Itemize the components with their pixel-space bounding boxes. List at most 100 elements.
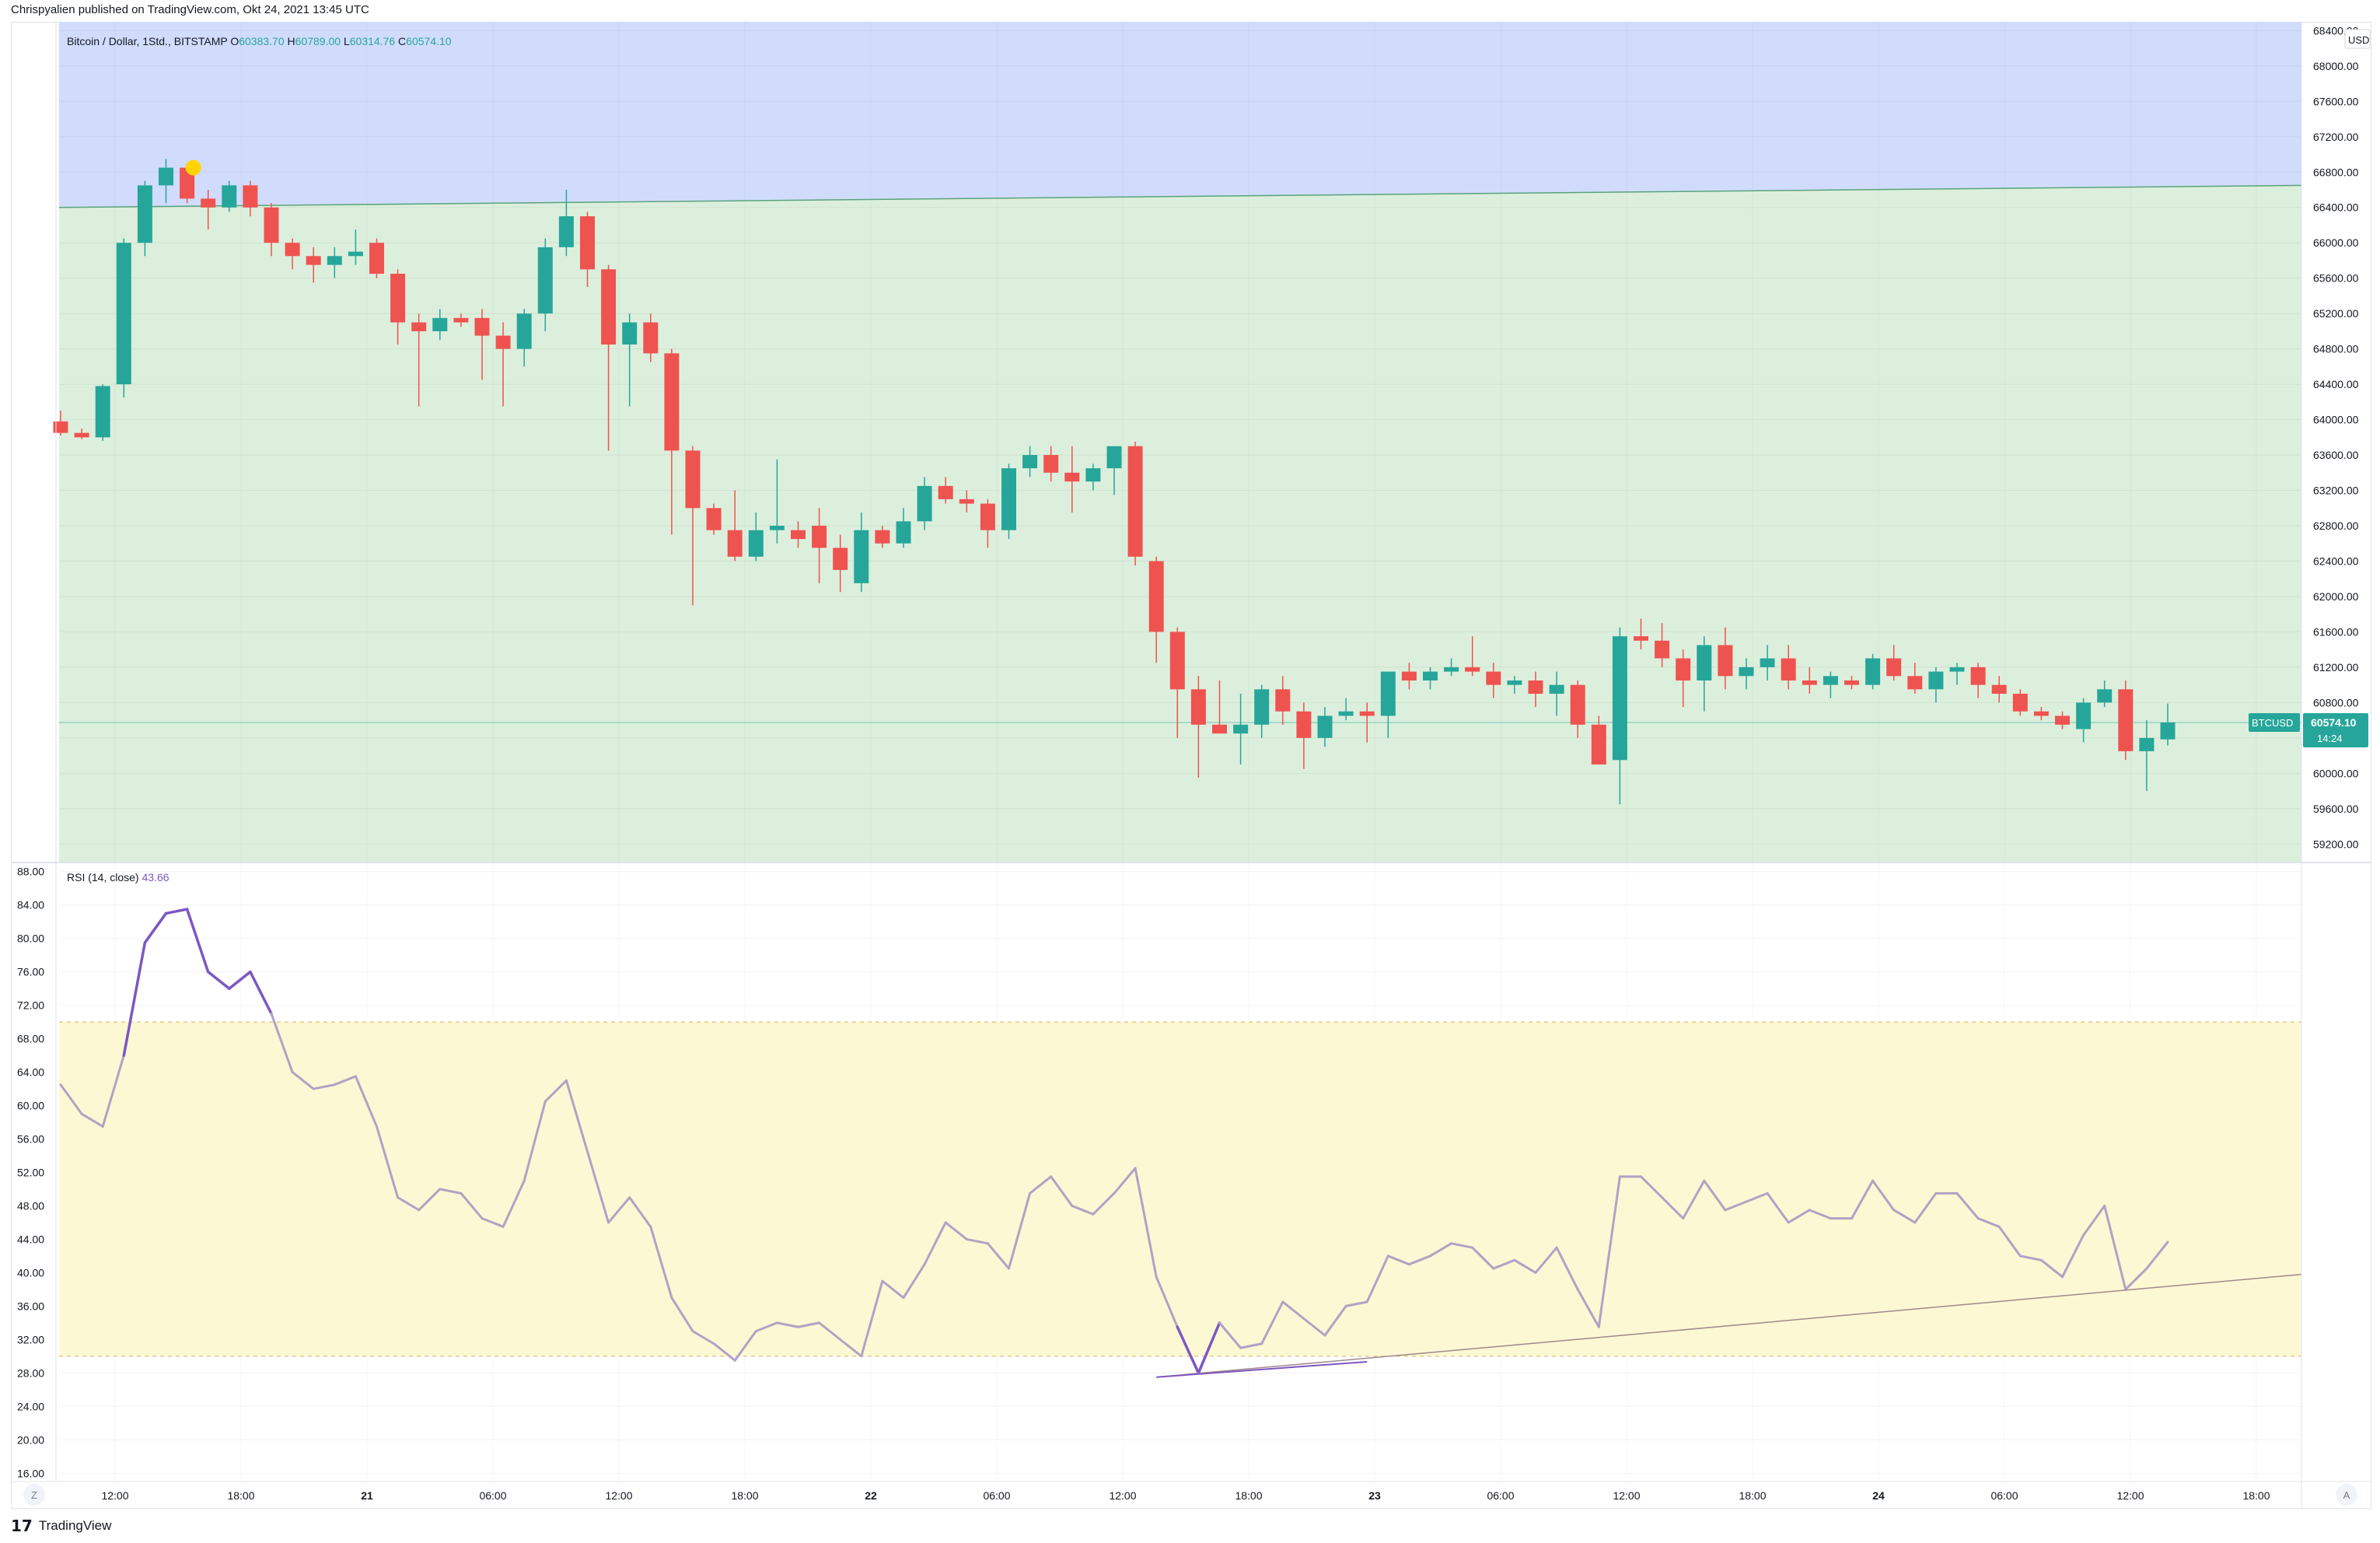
rsi-line-segment <box>1218 1321 1242 1349</box>
candle-down <box>1970 667 1986 685</box>
price-tick-label: 67200.00 <box>2313 131 2359 143</box>
rsi-line-segment <box>1323 1304 1347 1337</box>
rsi-line-segment <box>249 970 273 1016</box>
rsi-line-segment <box>164 908 189 915</box>
rsi-line-segment <box>586 1150 610 1224</box>
candle-up <box>1928 671 1944 690</box>
rsi-line-segment <box>986 1242 1010 1270</box>
time-tick-label: 18:00 <box>1235 1489 1262 1502</box>
candle-down <box>1655 640 1670 659</box>
last-price-label: 60574.10 <box>2311 716 2357 729</box>
candle-down <box>1296 711 1312 738</box>
rsi-tick-label: 52.00 <box>17 1167 44 1179</box>
auto-scale-button-left[interactable]: Z <box>23 1484 45 1506</box>
candle-up <box>159 167 173 186</box>
candle-up <box>1380 671 1396 716</box>
candle-down <box>243 185 258 208</box>
rsi-line-segment <box>291 1071 315 1090</box>
price-tick-label: 66400.00 <box>2313 201 2359 214</box>
upper-zone <box>59 22 2301 208</box>
price-tick-label: 61200.00 <box>2313 661 2359 674</box>
time-tick-label: 12:00 <box>1109 1489 1136 1502</box>
candle-down <box>727 530 743 557</box>
rsi-line-segment <box>818 1321 842 1341</box>
time-tick-label: 06:00 <box>1990 1489 2018 1502</box>
tradingview-brand: TradingView <box>38 1518 112 1533</box>
candle-down <box>1148 561 1164 632</box>
rsi-line-segment <box>797 1321 821 1328</box>
price-tick-label: 65200.00 <box>2313 307 2359 320</box>
rsi-line-segment <box>2061 1233 2085 1279</box>
rsi-line-segment <box>1534 1246 1558 1274</box>
rsi-legend: RSI (14, close) 43.66 <box>67 871 170 883</box>
price-tick-label: 64400.00 <box>2313 378 2359 390</box>
tradingview-logo[interactable]: 17 TradingView <box>11 1517 111 1535</box>
candle-up <box>1338 711 1354 716</box>
price-tick-label: 62000.00 <box>2313 590 2359 603</box>
price-tick-label: 64800.00 <box>2313 343 2359 355</box>
candle-down <box>285 243 300 257</box>
candle-up <box>1760 658 1775 667</box>
candle-down <box>369 243 384 274</box>
rsi-line-segment <box>1050 1175 1074 1207</box>
candle-down <box>1064 472 1080 482</box>
rsi-tick-label: 48.00 <box>17 1199 44 1212</box>
candle-up <box>1949 667 1965 672</box>
candle-up <box>1865 658 1881 685</box>
candle-down <box>1634 636 1648 641</box>
symbol-badge <box>2249 713 2300 733</box>
rsi-line-segment <box>1008 1191 1032 1270</box>
time-tick-label: 12:00 <box>101 1489 128 1502</box>
time-tick-label: 06:00 <box>983 1489 1010 1502</box>
rsi-line-segment <box>122 941 147 1057</box>
signal-marker-icon <box>185 159 201 176</box>
rsi-line-segment <box>1239 1342 1263 1349</box>
rsi-line-segment <box>1407 1254 1431 1266</box>
price-tick-label: 62400.00 <box>2313 555 2359 567</box>
candle-up <box>854 530 869 583</box>
rsi-tick-label: 64.00 <box>17 1066 44 1079</box>
rsi-line-segment <box>1176 1325 1200 1375</box>
rsi-line-segment <box>775 1321 799 1328</box>
price-tick-label: 60800.00 <box>2313 696 2359 709</box>
rsi-line-segment <box>649 1225 673 1300</box>
candle-down <box>875 530 890 544</box>
candle-up <box>558 216 574 247</box>
rsi-line-segment <box>2018 1254 2043 1261</box>
candle-up <box>622 322 638 345</box>
rsi-line-segment <box>881 1279 905 1300</box>
candle-down <box>601 269 617 345</box>
rsi-tick-label: 40.00 <box>17 1266 44 1279</box>
price-tick-label: 67600.00 <box>2313 95 2359 107</box>
price-tick-label: 63200.00 <box>2313 485 2359 497</box>
candle-up <box>1739 667 1754 677</box>
rsi-tick-label: 20.00 <box>17 1433 44 1446</box>
candle-down <box>180 167 195 199</box>
candle-up <box>1001 468 1016 530</box>
candle-down <box>685 450 701 509</box>
auto-scale-button-right[interactable]: A <box>2336 1484 2357 1506</box>
rsi-line-segment <box>2103 1204 2127 1291</box>
rsi-line-segment <box>1155 1275 1179 1328</box>
rsi-line-segment <box>1913 1191 1938 1224</box>
rsi-line-segment <box>691 1330 715 1345</box>
rsi-trendline-highlight <box>1156 1360 1368 1378</box>
rsi-line-segment <box>839 1338 863 1358</box>
candle-down <box>201 198 216 208</box>
rsi-line-segment <box>1113 1167 1137 1195</box>
rsi-line-segment <box>1386 1254 1410 1266</box>
rsi-line-segment <box>1344 1300 1368 1307</box>
rsi-line-segment <box>1892 1209 1917 1224</box>
rsi-line-segment <box>270 1012 294 1074</box>
rsi-line-segment <box>1745 1191 1769 1203</box>
candle-up <box>1317 716 1333 738</box>
resistance-trendline <box>58 184 2302 208</box>
rsi-line-segment <box>1471 1246 1495 1270</box>
candle-down <box>1907 676 1923 690</box>
rsi-line-segment <box>712 1342 736 1362</box>
currency-label: USD <box>2348 34 2369 46</box>
currency-box <box>2344 29 2371 49</box>
candle-up <box>1697 645 1712 681</box>
rsi-line-segment <box>564 1079 589 1153</box>
